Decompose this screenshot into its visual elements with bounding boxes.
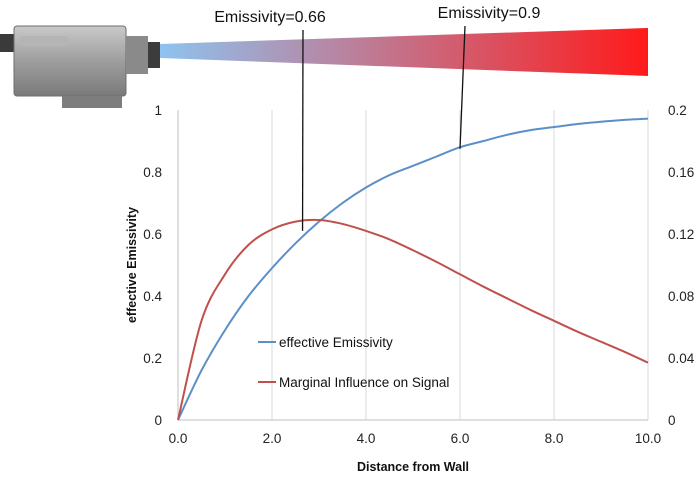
series [177, 117, 649, 421]
legend-entry: Marginal Influence on Signal [279, 375, 449, 390]
y-axis-ticks: 0 0.2 0.4 0.6 0.8 1 [143, 103, 162, 428]
x-tick-label: 0.0 [169, 431, 188, 446]
annotation-label: Emissivity=0.66 [214, 9, 326, 26]
y-axis-title: effective Emissivity [125, 207, 139, 323]
x-tick-label: 10.0 [635, 431, 661, 446]
y-tick-label: 0.8 [143, 165, 162, 180]
y2-axis-ticks: 0 0.04 0.08 0.12 0.16 0.2 [668, 103, 695, 428]
y2-tick-label: 0 [668, 413, 676, 428]
y2-tick-label: 0.2 [668, 103, 687, 118]
legend: effective Emissivity Marginal Influence o… [258, 335, 449, 390]
y-tick-label: 0.4 [143, 289, 162, 304]
grid [271, 110, 649, 420]
annotations: Emissivity=0.66 Emissivity=0.9 [214, 5, 540, 231]
x-tick-label: 8.0 [545, 431, 564, 446]
legend-entry: effective Emissivity [279, 335, 393, 350]
x-axis-ticks: 0.0 2.0 4.0 6.0 8.0 10.0 [169, 431, 662, 446]
annotation-label: Emissivity=0.9 [438, 5, 541, 22]
thermal-camera-icon [0, 25, 160, 108]
y2-tick-label: 0.08 [668, 289, 694, 304]
y2-tick-label: 0.04 [668, 351, 695, 366]
y-tick-label: 0.6 [143, 227, 162, 242]
x-axis-title: Distance from Wall [357, 460, 469, 474]
plot-area [177, 110, 648, 421]
y2-tick-label: 0.12 [668, 227, 694, 242]
y2-tick-label: 0.16 [668, 165, 694, 180]
series-marginal-influence [177, 218, 649, 421]
x-tick-label: 4.0 [357, 431, 376, 446]
series-effective-emissivity [177, 117, 649, 421]
y-tick-label: 0 [154, 413, 162, 428]
x-tick-label: 6.0 [451, 431, 470, 446]
y-tick-label: 1 [154, 103, 162, 118]
gradient-beam [160, 28, 648, 76]
x-tick-label: 2.0 [263, 431, 282, 446]
y-tick-label: 0.2 [143, 351, 162, 366]
annotation-leader-line [459, 25, 466, 149]
